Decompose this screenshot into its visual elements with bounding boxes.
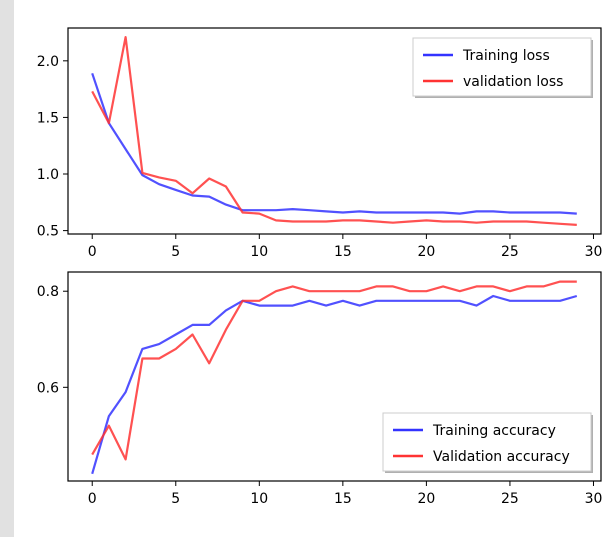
legend-box (382, 412, 592, 472)
x-tick-label: 30 (585, 491, 603, 507)
series-line-training-accuracy (91, 294, 578, 475)
x-tick-label: 0 (88, 244, 97, 260)
series-line-validation-loss (91, 35, 577, 226)
x-tick-label: 5 (171, 491, 180, 507)
y-tick-label: 1.0 (37, 167, 59, 183)
y-tick-label: 0.6 (37, 380, 59, 396)
legend: Training accuracy Validation accuracy (382, 412, 593, 473)
y-tick-label: 1.5 (37, 110, 59, 126)
legend-label: Training loss (462, 48, 550, 64)
y-tick-label: 2.0 (37, 54, 59, 70)
left-margin-bar (0, 0, 14, 537)
x-tick-label: 10 (250, 244, 268, 260)
x-tick-label: 25 (501, 244, 519, 260)
series-line-training-loss (91, 72, 577, 215)
subplot-2: 0 5 10 15 20 25 30 0.6 0.8 Training accuracy Valid… (37, 271, 603, 507)
x-tick-label: 20 (417, 491, 435, 507)
x-tick-label: 5 (171, 244, 180, 260)
series-line-validation-accuracy (91, 280, 577, 461)
subplot-1: 0 5 10 15 20 25 30 0.5 1.0 1.5 2.0 Training loss val… (37, 27, 603, 260)
x-tick-label: 15 (334, 244, 352, 260)
x-tick-label: 0 (88, 491, 97, 507)
y-tick-label: 0.8 (37, 284, 59, 300)
legend: Training loss validation loss (412, 37, 593, 98)
x-tick-label: 20 (417, 244, 435, 260)
x-tick-label: 25 (501, 491, 519, 507)
legend-label: Validation accuracy (433, 449, 570, 465)
legend-label: Training accuracy (432, 423, 556, 439)
x-tick-label: 15 (334, 491, 352, 507)
legend-label: validation loss (463, 74, 563, 90)
legend-box (412, 37, 592, 97)
x-tick-label: 30 (585, 244, 603, 260)
y-tick-label: 0.5 (37, 224, 59, 240)
x-tick-label: 10 (250, 491, 268, 507)
